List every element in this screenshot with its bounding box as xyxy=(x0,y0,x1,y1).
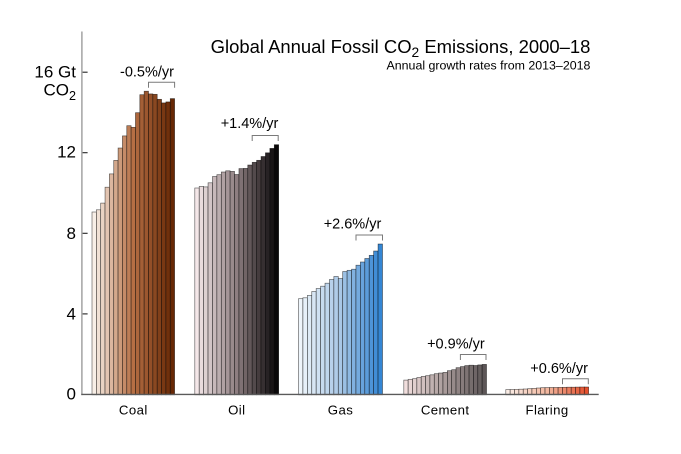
svg-text:+0.9%/yr: +0.9%/yr xyxy=(427,337,485,353)
svg-text:-0.5%/yr: -0.5%/yr xyxy=(120,65,174,81)
svg-text:Coal: Coal xyxy=(119,402,148,417)
svg-text:12: 12 xyxy=(57,143,76,162)
svg-text:16 Gt: 16 Gt xyxy=(34,62,76,81)
svg-text:Oil: Oil xyxy=(228,402,245,417)
svg-text:4: 4 xyxy=(67,305,76,324)
svg-text:CO2: CO2 xyxy=(43,80,76,103)
svg-text:8: 8 xyxy=(67,224,76,243)
svg-text:Cement: Cement xyxy=(421,402,470,417)
svg-text:Global Annual Fossil CO2 Emiss: Global Annual Fossil CO2 Emissions, 2000… xyxy=(211,36,591,60)
svg-text:Gas: Gas xyxy=(328,402,353,417)
svg-text:+0.6%/yr: +0.6%/yr xyxy=(530,361,588,377)
svg-text:Annual growth rates from 2013–: Annual growth rates from 2013–2018 xyxy=(387,59,591,73)
svg-text:+1.4%/yr: +1.4%/yr xyxy=(221,116,279,132)
svg-text:0: 0 xyxy=(67,385,76,404)
svg-text:Flaring: Flaring xyxy=(525,402,568,417)
svg-text:+2.6%/yr: +2.6%/yr xyxy=(324,217,382,233)
